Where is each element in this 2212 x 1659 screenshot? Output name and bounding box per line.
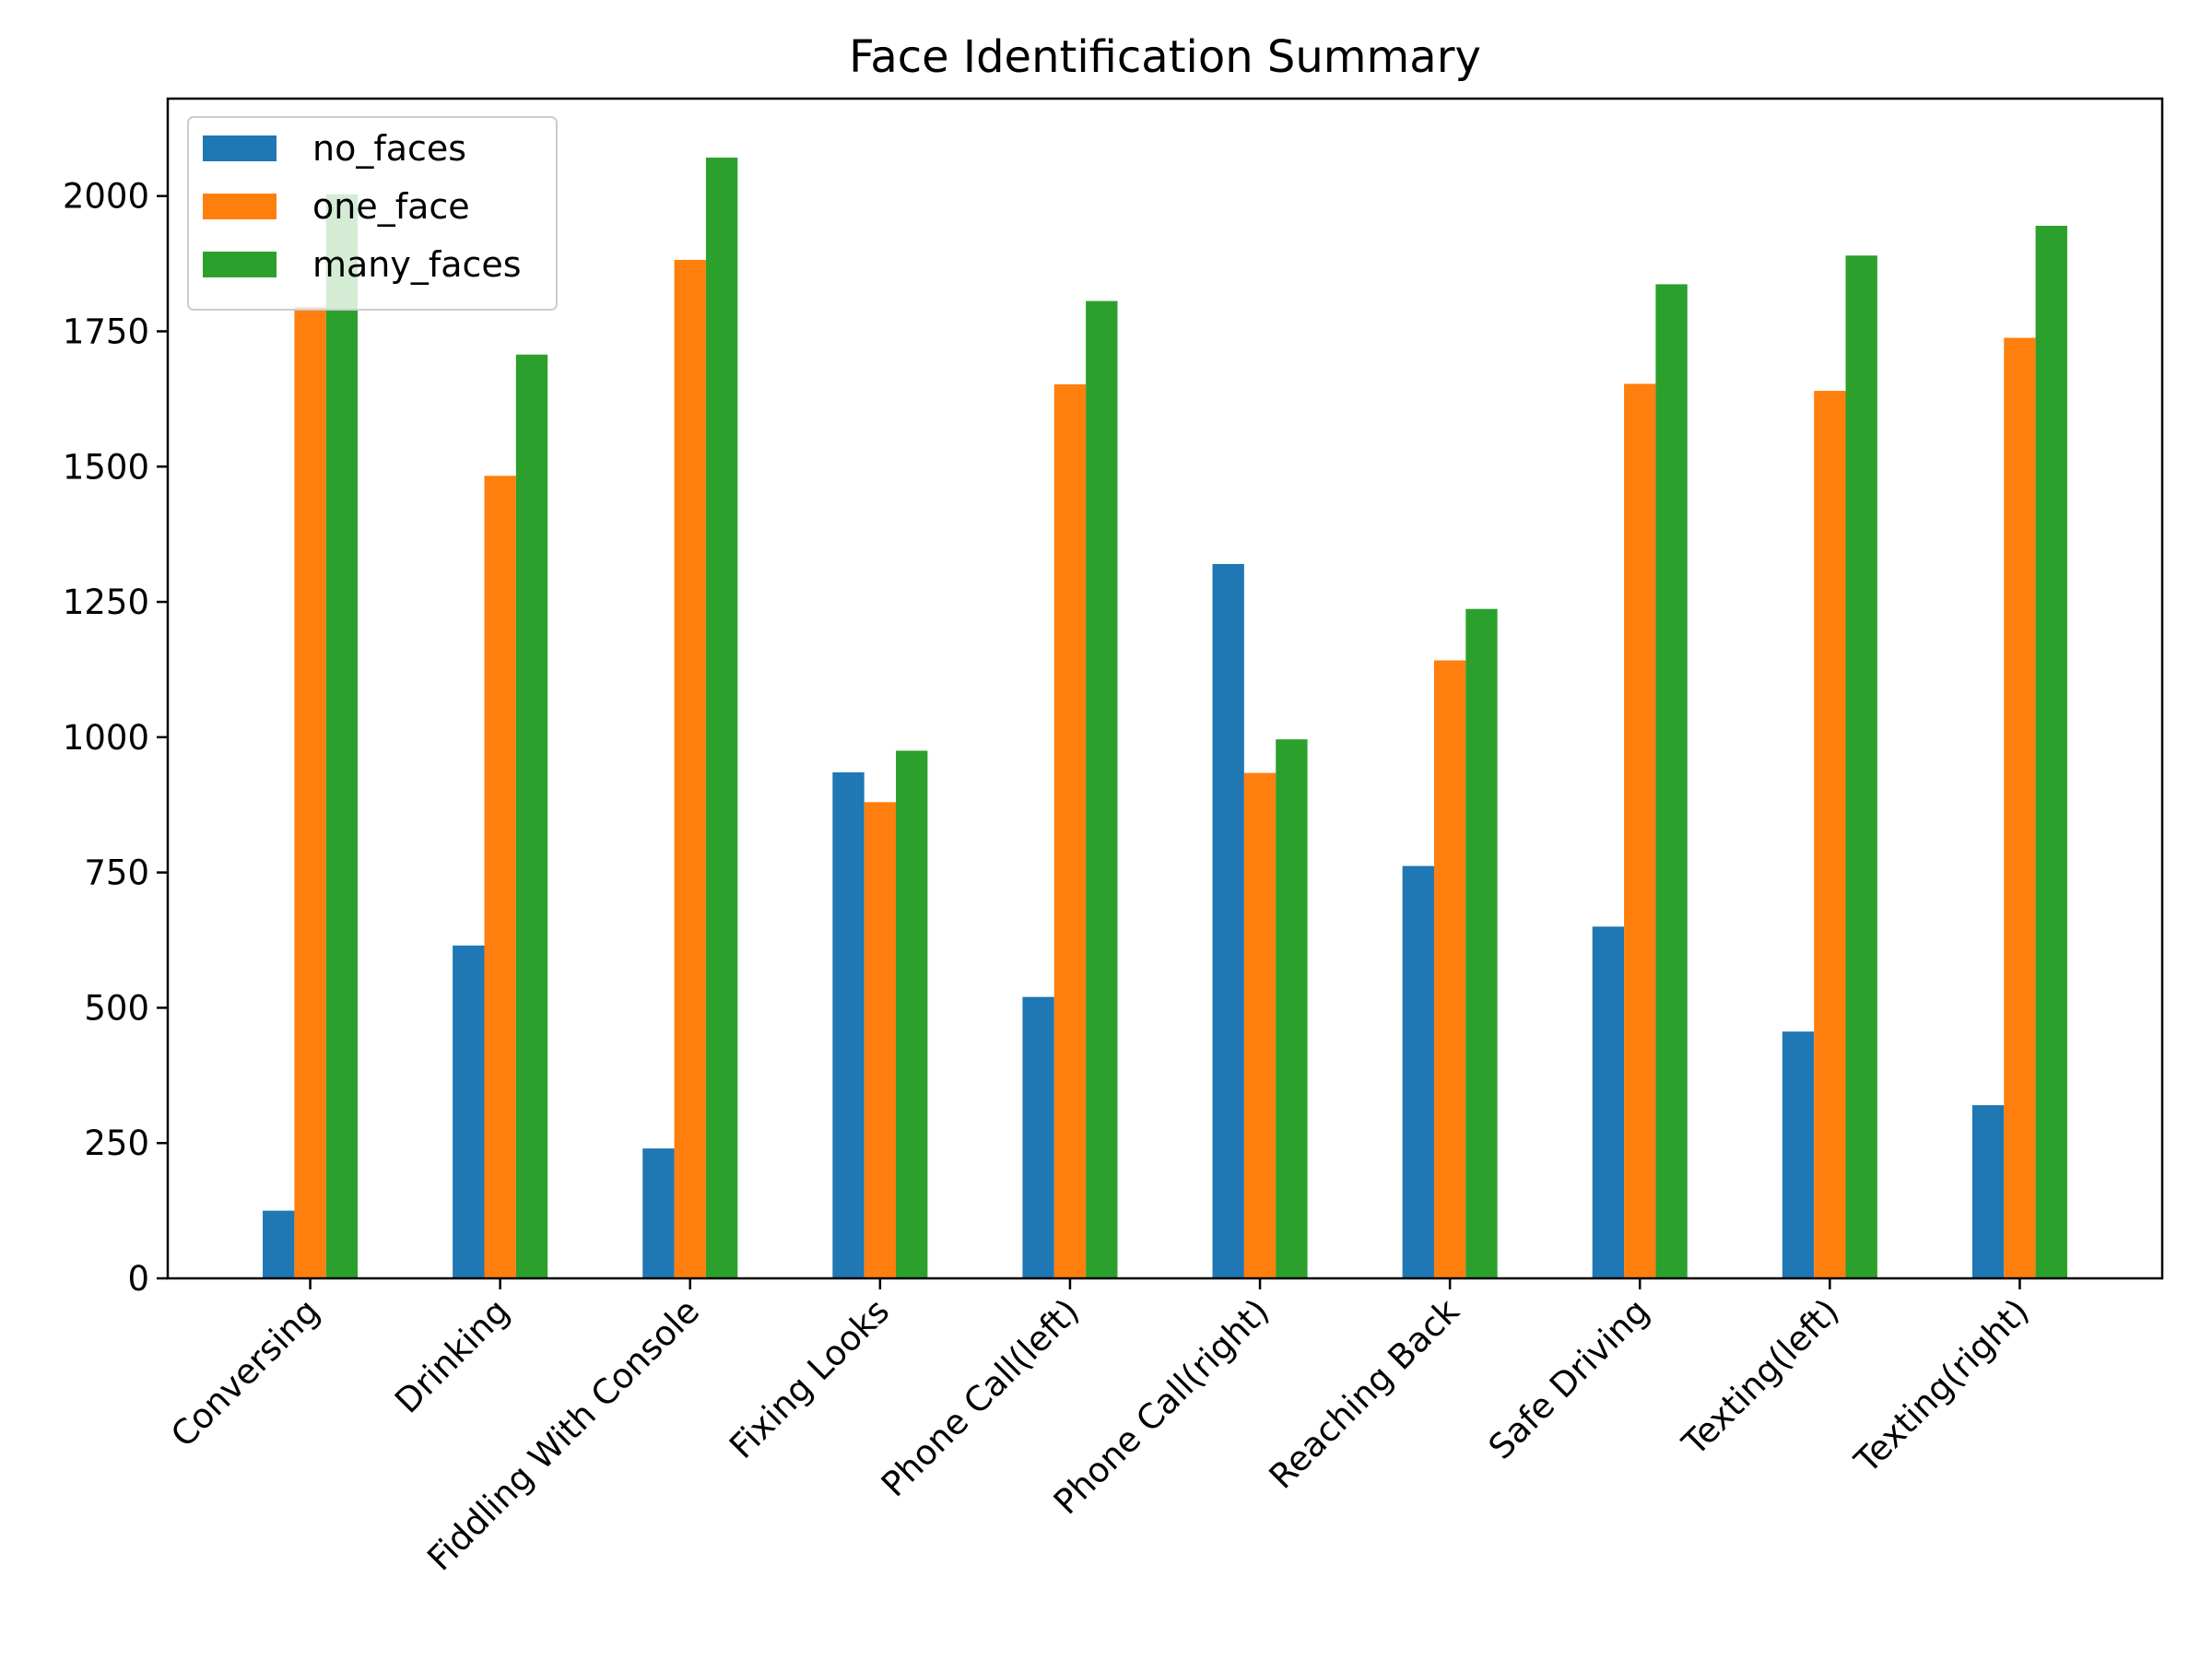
legend-box bbox=[187, 116, 558, 311]
bar-one-face-5 bbox=[1053, 384, 1087, 1278]
bar-no-faces-1 bbox=[263, 1210, 295, 1278]
bar-many-faces-5 bbox=[1086, 300, 1118, 1279]
bar-many-faces-3 bbox=[705, 158, 738, 1278]
x-tick-label: Phone Call(right) bbox=[1046, 1291, 1277, 1522]
bar-no-faces-9 bbox=[1782, 1031, 1815, 1278]
x-tick-label: Reaching Back bbox=[1262, 1291, 1467, 1497]
legend-swatch-one-face bbox=[203, 194, 276, 219]
bar-one-face-7 bbox=[1433, 660, 1466, 1278]
bar-one-face-2 bbox=[484, 476, 516, 1278]
bar-no-faces-3 bbox=[642, 1148, 675, 1278]
bar-many-faces-10 bbox=[2035, 225, 2067, 1279]
y-tick-label: 2000 bbox=[63, 177, 149, 217]
legend-label-one-face: one_face bbox=[312, 186, 470, 227]
x-tick-label: Fixing Looks bbox=[722, 1291, 897, 1466]
bar-one-face-1 bbox=[294, 307, 326, 1278]
bars-layer bbox=[263, 158, 2067, 1279]
bar-many-faces-8 bbox=[1655, 284, 1688, 1278]
x-tick-label: Drinking bbox=[387, 1291, 517, 1421]
bar-one-face-4 bbox=[864, 802, 897, 1278]
y-tick-label: 1000 bbox=[63, 718, 149, 758]
x-tick-label: Safe Driving bbox=[1481, 1291, 1657, 1467]
legend-swatch-no-faces bbox=[203, 135, 276, 161]
bar-one-face-6 bbox=[1243, 772, 1277, 1278]
plot-frame bbox=[166, 97, 2164, 1280]
y-tick-label: 250 bbox=[84, 1124, 149, 1163]
x-tick-label: Phone Call(left) bbox=[874, 1291, 1087, 1504]
legend: no_faces one_face many_faces bbox=[187, 116, 558, 311]
bar-no-faces-10 bbox=[1971, 1105, 2005, 1278]
bar-no-faces-5 bbox=[1022, 996, 1054, 1278]
x-tick-label: Texting(left) bbox=[1674, 1291, 1846, 1464]
chart-title: Face Identification Summary bbox=[849, 31, 1481, 83]
bar-many-faces-6 bbox=[1276, 739, 1308, 1278]
y-tick-label: 1500 bbox=[63, 447, 149, 487]
bar-one-face-10 bbox=[2004, 337, 2036, 1278]
bar-no-faces-6 bbox=[1212, 563, 1244, 1278]
bar-many-faces-2 bbox=[515, 354, 548, 1279]
bar-one-face-9 bbox=[1814, 391, 1846, 1278]
bar-one-face-8 bbox=[1624, 383, 1656, 1278]
bar-no-faces-4 bbox=[832, 772, 865, 1278]
bar-many-faces-4 bbox=[896, 750, 928, 1278]
x-tick-label: Conversing bbox=[163, 1291, 327, 1455]
y-tick-label: 750 bbox=[84, 853, 149, 893]
y-tick-label: 1250 bbox=[63, 582, 149, 622]
y-tick-label: 0 bbox=[127, 1259, 149, 1299]
bar-no-faces-2 bbox=[453, 945, 485, 1278]
legend-label-no-faces: no_faces bbox=[312, 128, 466, 169]
bar-no-faces-7 bbox=[1402, 865, 1434, 1278]
y-tick-label: 1750 bbox=[63, 312, 149, 351]
legend-label-many-faces: many_faces bbox=[312, 244, 522, 285]
bar-many-faces-7 bbox=[1465, 608, 1498, 1278]
bar-no-faces-8 bbox=[1592, 926, 1625, 1278]
x-tick-label: Texting(right) bbox=[1846, 1291, 2036, 1481]
y-tick-label: 500 bbox=[84, 988, 149, 1028]
bar-one-face-3 bbox=[674, 259, 706, 1279]
y-axis: 0 250 500 750 1000 1250 1500 1750 2000 bbox=[63, 177, 168, 1299]
legend-swatch-many-faces bbox=[203, 252, 276, 277]
bar-many-faces-1 bbox=[325, 194, 359, 1279]
bar-many-faces-9 bbox=[1845, 255, 1877, 1278]
